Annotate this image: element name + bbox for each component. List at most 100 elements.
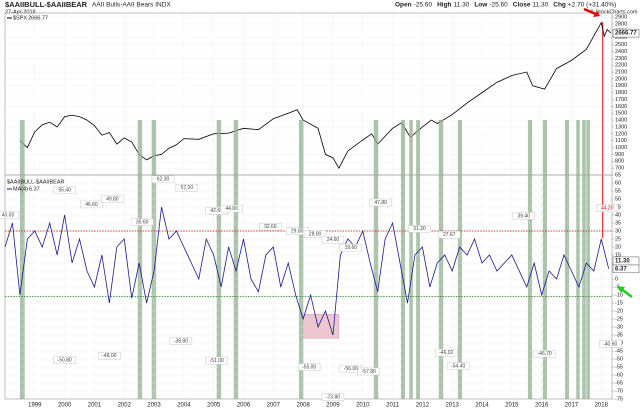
y-tick-label: 2800 xyxy=(615,21,627,27)
y-tick-label: 2600 xyxy=(615,35,627,41)
highlight-band xyxy=(542,120,548,175)
highlight-band xyxy=(19,175,25,399)
highlight-band xyxy=(409,120,413,175)
y-tick-label: -35 xyxy=(615,332,623,338)
legend-label: $SPX xyxy=(13,15,27,21)
annotation-box xyxy=(98,352,121,360)
highlight-band xyxy=(564,120,570,175)
annotation-box xyxy=(446,362,470,370)
annotation-label: 46.60 xyxy=(85,202,98,208)
last-value-box xyxy=(612,28,640,38)
y-tick-label: 1300 xyxy=(615,124,627,130)
annotation-box xyxy=(339,243,363,252)
y-tick-label: 1400 xyxy=(615,118,627,124)
highlight-band xyxy=(216,175,222,399)
y-tick-label: 1800 xyxy=(615,90,627,96)
annotation-box xyxy=(151,175,175,184)
quote-value: 11.30 xyxy=(532,2,548,9)
quote-value: -25.60 xyxy=(414,2,433,9)
x-tick-label: 2004 xyxy=(177,403,191,409)
x-tick-label: 2003 xyxy=(147,403,161,409)
panel-title: $AAIIBULL-$AAIIBEAR xyxy=(7,179,64,185)
quote-label: Chg xyxy=(553,2,566,9)
x-tick-label: 2002 xyxy=(118,403,132,409)
annotation-box xyxy=(101,195,124,204)
highlight-band xyxy=(576,175,580,399)
highlight-band xyxy=(527,120,533,175)
last-value-label: 6.37 xyxy=(615,266,627,272)
legend-value: 2666.77 xyxy=(28,15,48,21)
y-tick-label: 40 xyxy=(615,212,621,218)
y-tick-label: 900 xyxy=(615,152,624,158)
highlight-band xyxy=(527,175,533,399)
series-line xyxy=(4,206,610,336)
quote-label: Close xyxy=(513,2,531,9)
y-tick-label: 2000 xyxy=(615,76,627,82)
chart-subtitle: AAII Bulls-AAII Bears INDX xyxy=(92,2,171,9)
y-tick-label: -70 xyxy=(615,388,623,394)
y-tick-label: -10 xyxy=(615,292,623,298)
y-tick-label: -25 xyxy=(615,316,623,322)
annotation-label: 35.60 xyxy=(136,219,149,225)
y-tick-label: 2100 xyxy=(615,69,627,75)
annotation-label: 57.00 xyxy=(181,185,194,191)
x-tick-label: 2018 xyxy=(595,403,609,409)
highlight-band xyxy=(216,120,222,175)
panel-frame xyxy=(4,174,613,400)
annotation-label: 28.00 xyxy=(309,232,322,238)
y-tick-label: -65 xyxy=(615,380,623,386)
annotation-label: -38.80 xyxy=(174,338,188,344)
highlight-band xyxy=(233,120,239,175)
annotation-label: 62.30 xyxy=(157,177,170,183)
annotation-label: -46.70 xyxy=(538,351,552,357)
quote-label: Open xyxy=(395,2,412,9)
annotation-label: -73.80 xyxy=(326,394,340,400)
legend-label: MA(4) xyxy=(13,186,28,192)
y-tick-label: 25 xyxy=(615,236,621,242)
x-tick-label: 2015 xyxy=(505,403,519,409)
annotation-box xyxy=(130,218,154,226)
annotation-box xyxy=(205,356,228,365)
y-tick-label: 1000 xyxy=(615,145,627,151)
annotation-label: 32.60 xyxy=(264,224,277,230)
annotation-box xyxy=(303,230,327,238)
close-label: 11.30 xyxy=(615,258,630,264)
highlight-band xyxy=(586,120,590,175)
x-tick-label: 2006 xyxy=(237,403,251,409)
y-tick-label: 800 xyxy=(615,159,624,165)
y-tick-label: 60 xyxy=(615,180,621,186)
annotation-label: 44.20 xyxy=(601,206,614,212)
y-tick-label: 35 xyxy=(615,220,621,226)
annotation-box xyxy=(438,231,461,239)
y-tick-label: 2300 xyxy=(615,56,627,62)
x-tick-label: 2012 xyxy=(416,403,430,409)
y-tick-label: -75 xyxy=(615,396,623,402)
annotation-label: 40.00 xyxy=(2,212,15,218)
y-tick-label: 700 xyxy=(615,166,624,172)
x-tick-label: 2001 xyxy=(88,403,102,409)
annotation-box xyxy=(259,223,282,231)
annotation-label: -55.00 xyxy=(302,364,316,370)
annotation-box xyxy=(80,200,103,209)
y-tick-label: 1700 xyxy=(615,97,627,103)
x-tick-label: 2011 xyxy=(386,403,400,409)
highlight-band xyxy=(457,120,463,175)
highlight-band xyxy=(19,120,25,175)
annotation-label: -46.02 xyxy=(439,350,453,356)
y-tick-label: -20 xyxy=(615,308,623,314)
y-tick-label: 2200 xyxy=(615,63,627,69)
y-tick-label: 1200 xyxy=(615,131,627,137)
highlight-band xyxy=(400,120,406,175)
y-tick-label: -15 xyxy=(615,300,623,306)
y-tick-label: 2500 xyxy=(615,42,627,48)
y-tick-label: 30 xyxy=(615,228,621,234)
last-value-label: 2666.77 xyxy=(615,31,637,37)
quote-value: +2.70 (+31.40%) xyxy=(568,2,616,9)
annotation-label: 42.60 xyxy=(210,208,223,214)
x-tick-label: 2013 xyxy=(446,403,460,409)
y-tick-label: -50 xyxy=(615,356,623,362)
x-tick-label: 1999 xyxy=(28,403,42,409)
y-tick-label: 15 xyxy=(615,252,621,258)
y-tick-label: 65 xyxy=(615,172,621,178)
highlight-band xyxy=(438,120,444,175)
